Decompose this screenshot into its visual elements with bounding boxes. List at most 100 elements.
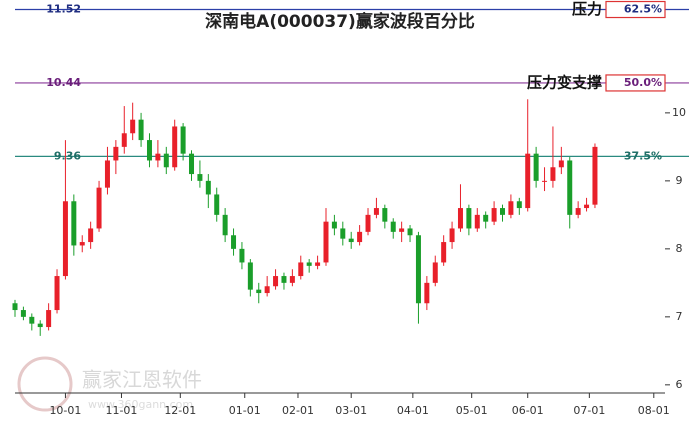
percent-box xyxy=(605,74,666,92)
candle-body xyxy=(256,289,262,294)
candle-body xyxy=(466,208,472,229)
candle-body xyxy=(88,228,94,243)
candle-body xyxy=(441,242,447,263)
candle-body xyxy=(273,276,279,287)
candle-body xyxy=(474,214,480,229)
candle-body xyxy=(424,282,430,304)
candle-body xyxy=(62,201,68,277)
y-tick-label: 9 xyxy=(676,174,683,187)
candle-body xyxy=(508,201,514,215)
level-note: 压力 xyxy=(572,0,602,18)
x-tick-label: 10-01 xyxy=(49,404,81,417)
candle-body xyxy=(247,262,253,290)
x-tick-label: 05-01 xyxy=(456,404,488,417)
level-value: 10.44 xyxy=(46,76,81,89)
candle-body xyxy=(457,208,463,229)
level-value: 9.36 xyxy=(54,149,81,162)
candle-body xyxy=(542,180,548,182)
y-tick-label: 7 xyxy=(676,310,683,323)
y-tick-label: 8 xyxy=(676,242,683,255)
x-tick-label: 07-01 xyxy=(573,404,605,417)
watermark-url: www.360gann.com xyxy=(88,398,193,411)
candle-body xyxy=(29,316,35,324)
candle-body xyxy=(357,231,363,243)
candle-body xyxy=(222,214,228,236)
candle-body xyxy=(558,160,564,168)
watermark-logo xyxy=(17,356,73,412)
candle-body xyxy=(54,276,60,311)
level-note: 压力变支撑 xyxy=(527,73,602,91)
candle-body xyxy=(37,323,43,328)
candle-body xyxy=(20,310,26,317)
candle-body xyxy=(281,276,287,283)
candle-body xyxy=(449,228,455,243)
candle-body xyxy=(239,248,245,263)
candle-body xyxy=(516,201,522,209)
candle-body xyxy=(138,119,144,141)
level-percent: 37.5% xyxy=(624,149,662,162)
candle-body xyxy=(46,310,52,328)
candle-body xyxy=(373,208,379,215)
candle-body xyxy=(155,153,161,161)
level-percent: 62.5% xyxy=(624,3,662,16)
candle-body xyxy=(315,262,321,266)
candle-body xyxy=(399,228,405,232)
candle-body xyxy=(189,153,195,175)
chart-title: 深南电A(000037)赢家波段百分比 xyxy=(205,11,475,32)
candle-body xyxy=(130,119,136,134)
level-percent: 50.0% xyxy=(624,76,662,89)
candle-body xyxy=(163,153,169,168)
candle-body xyxy=(306,262,312,266)
candle-body xyxy=(584,204,590,209)
x-tick-label: 12-01 xyxy=(164,404,196,417)
candle-body xyxy=(500,208,505,215)
candle-body xyxy=(483,214,489,222)
candle-body xyxy=(340,228,346,239)
x-tick-label: 11-01 xyxy=(105,404,137,417)
x-tick-label: 06-01 xyxy=(512,404,544,417)
x-tick-label: 04-01 xyxy=(397,404,429,417)
x-tick-label: 01-01 xyxy=(229,404,261,417)
candle-body xyxy=(432,262,438,283)
candle-body xyxy=(592,146,598,205)
candle-body xyxy=(567,160,573,215)
candle-body xyxy=(264,286,270,294)
candle-body xyxy=(491,208,497,222)
candle-body xyxy=(205,180,211,195)
candle-body xyxy=(180,126,186,154)
candle-body xyxy=(390,221,396,232)
candle-body xyxy=(533,153,539,181)
candle-body xyxy=(121,133,127,147)
candle-body xyxy=(331,221,337,229)
candle-body xyxy=(79,242,85,246)
candle-body xyxy=(104,160,110,188)
candle-body xyxy=(407,228,413,236)
candle-body xyxy=(289,276,295,283)
level-value: 11.52 xyxy=(46,3,81,16)
candle-body xyxy=(348,238,354,243)
candle-body xyxy=(525,153,531,209)
x-tick-label: 08-01 xyxy=(638,404,670,417)
candle-body xyxy=(96,187,102,229)
y-tick-label: 6 xyxy=(676,378,683,391)
candle-body xyxy=(12,303,18,311)
candle-body xyxy=(172,126,178,168)
y-tick-label: 10 xyxy=(672,106,686,119)
candle-body xyxy=(146,140,152,161)
candle-body xyxy=(575,208,581,215)
x-tick-label: 02-01 xyxy=(282,404,314,417)
candle-body xyxy=(214,194,220,215)
watermark: 赢家江恩软件 xyxy=(82,368,202,392)
candle-body xyxy=(415,235,421,304)
candle-body xyxy=(231,235,237,249)
candle-body xyxy=(323,221,329,263)
candle-body xyxy=(113,146,119,161)
candle-body xyxy=(382,208,388,222)
candle-body xyxy=(298,262,304,277)
percent-box xyxy=(605,0,666,19)
candle-body xyxy=(550,167,556,181)
candle-body xyxy=(197,174,203,181)
candle-body xyxy=(71,201,77,246)
candle-body xyxy=(365,214,371,232)
